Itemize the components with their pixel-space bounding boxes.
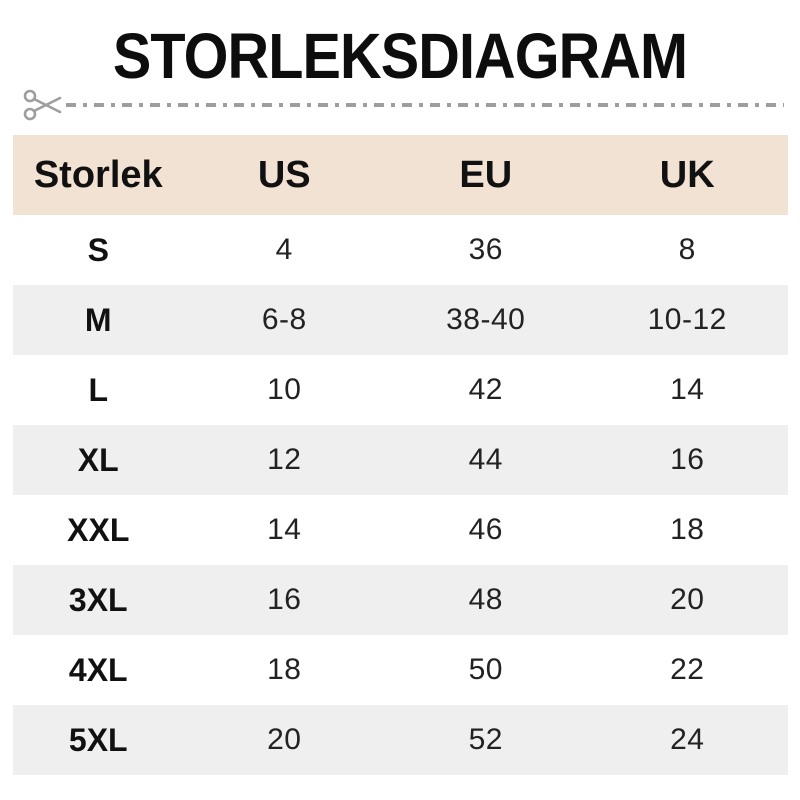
us-value-cell: 14 xyxy=(267,513,302,546)
us-value-cell: 12 xyxy=(267,443,302,476)
uk-value-cell: 24 xyxy=(670,723,705,756)
column-header-eu: EU xyxy=(459,153,513,196)
size-cell: 5XL xyxy=(68,721,128,758)
size-cell: M xyxy=(84,301,112,338)
eu-value-cell: 42 xyxy=(468,373,503,406)
us-value-cell: 16 xyxy=(267,583,302,616)
table-row: L 10 42 14 xyxy=(13,355,788,425)
dashed-line xyxy=(66,103,784,107)
eu-value-cell: 48 xyxy=(468,583,503,616)
size-cell: XL xyxy=(77,441,119,478)
scissors-icon xyxy=(23,89,62,121)
size-cell: XXL xyxy=(67,511,130,548)
uk-value-cell: 10-12 xyxy=(647,303,727,336)
eu-value-cell: 50 xyxy=(468,653,503,686)
us-value-cell: 18 xyxy=(267,653,302,686)
size-cell: 4XL xyxy=(68,651,128,688)
uk-value-cell: 8 xyxy=(678,233,696,266)
uk-value-cell: 16 xyxy=(670,443,705,476)
size-cell: S xyxy=(87,231,109,268)
us-value-cell: 4 xyxy=(275,233,293,266)
table-row: 4XL 18 50 22 xyxy=(13,635,788,705)
us-value-cell: 6-8 xyxy=(261,303,307,336)
eu-value-cell: 44 xyxy=(468,443,503,476)
column-header-uk: UK xyxy=(659,153,715,196)
us-value-cell: 20 xyxy=(267,723,302,756)
eu-value-cell: 38-40 xyxy=(446,303,526,336)
table-row: XXL 14 46 18 xyxy=(13,495,788,565)
table-row: 3XL 16 48 20 xyxy=(13,565,788,635)
table-row: M 6-8 38-40 10-12 xyxy=(13,285,788,355)
uk-value-cell: 18 xyxy=(670,513,705,546)
size-cell: L xyxy=(88,371,109,408)
us-value-cell: 10 xyxy=(267,373,302,406)
column-header-size: Storlek xyxy=(33,153,163,196)
table-header-row: Storlek US EU UK xyxy=(13,135,788,215)
uk-value-cell: 20 xyxy=(670,583,705,616)
cut-line xyxy=(22,84,784,126)
table-row: 5XL 20 52 24 xyxy=(13,705,788,775)
uk-value-cell: 14 xyxy=(670,373,705,406)
eu-value-cell: 52 xyxy=(468,723,503,756)
eu-value-cell: 46 xyxy=(468,513,503,546)
size-table: Storlek US EU UK S 4 36 8 M 6-8 38-40 10… xyxy=(13,135,788,775)
table-row: XL 12 44 16 xyxy=(13,425,788,495)
size-cell: 3XL xyxy=(68,581,128,618)
uk-value-cell: 22 xyxy=(670,653,705,686)
table-row: S 4 36 8 xyxy=(13,215,788,285)
column-header-us: US xyxy=(257,153,311,196)
eu-value-cell: 36 xyxy=(468,233,503,266)
page-title: STORLEKSDIAGRAM xyxy=(112,20,688,92)
